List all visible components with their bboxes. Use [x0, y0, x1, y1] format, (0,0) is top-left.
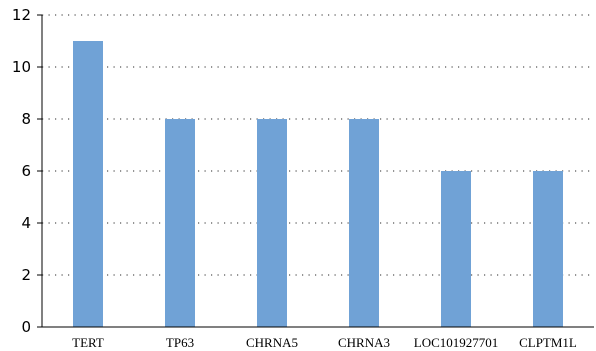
grid-lines — [42, 14, 594, 276]
axes — [37, 14, 594, 328]
y-tick-label: 0 — [21, 318, 31, 336]
y-tick-label: 10 — [12, 58, 31, 76]
labels: 0 2 4 6 8 10 12 TERT TP63 CHRNA5 CHRNA3 LOC10192770… — [12, 6, 577, 350]
y-tick-label: 8 — [21, 110, 31, 128]
x-tick-label: CLPTM1L — [519, 335, 577, 350]
x-tick-label: TERT — [72, 335, 104, 350]
bar-tert — [73, 41, 103, 327]
y-tick-label: 6 — [21, 162, 31, 180]
x-tick-label: CHRNA5 — [246, 335, 298, 350]
bar-chrna3 — [349, 119, 379, 327]
y-tick-label: 12 — [12, 6, 31, 24]
y-tick-label: 2 — [21, 266, 31, 284]
x-tick-label: TP63 — [166, 335, 194, 350]
bar-clptm1l — [533, 171, 563, 327]
bar-tp63 — [165, 119, 195, 327]
bar-chrna5 — [257, 119, 287, 327]
x-tick-label: LOC101927701 — [414, 335, 499, 350]
y-tick-label: 4 — [21, 214, 31, 232]
x-tick-label: CHRNA3 — [338, 335, 390, 350]
bars — [73, 41, 563, 327]
bar-loc101927701 — [441, 171, 471, 327]
